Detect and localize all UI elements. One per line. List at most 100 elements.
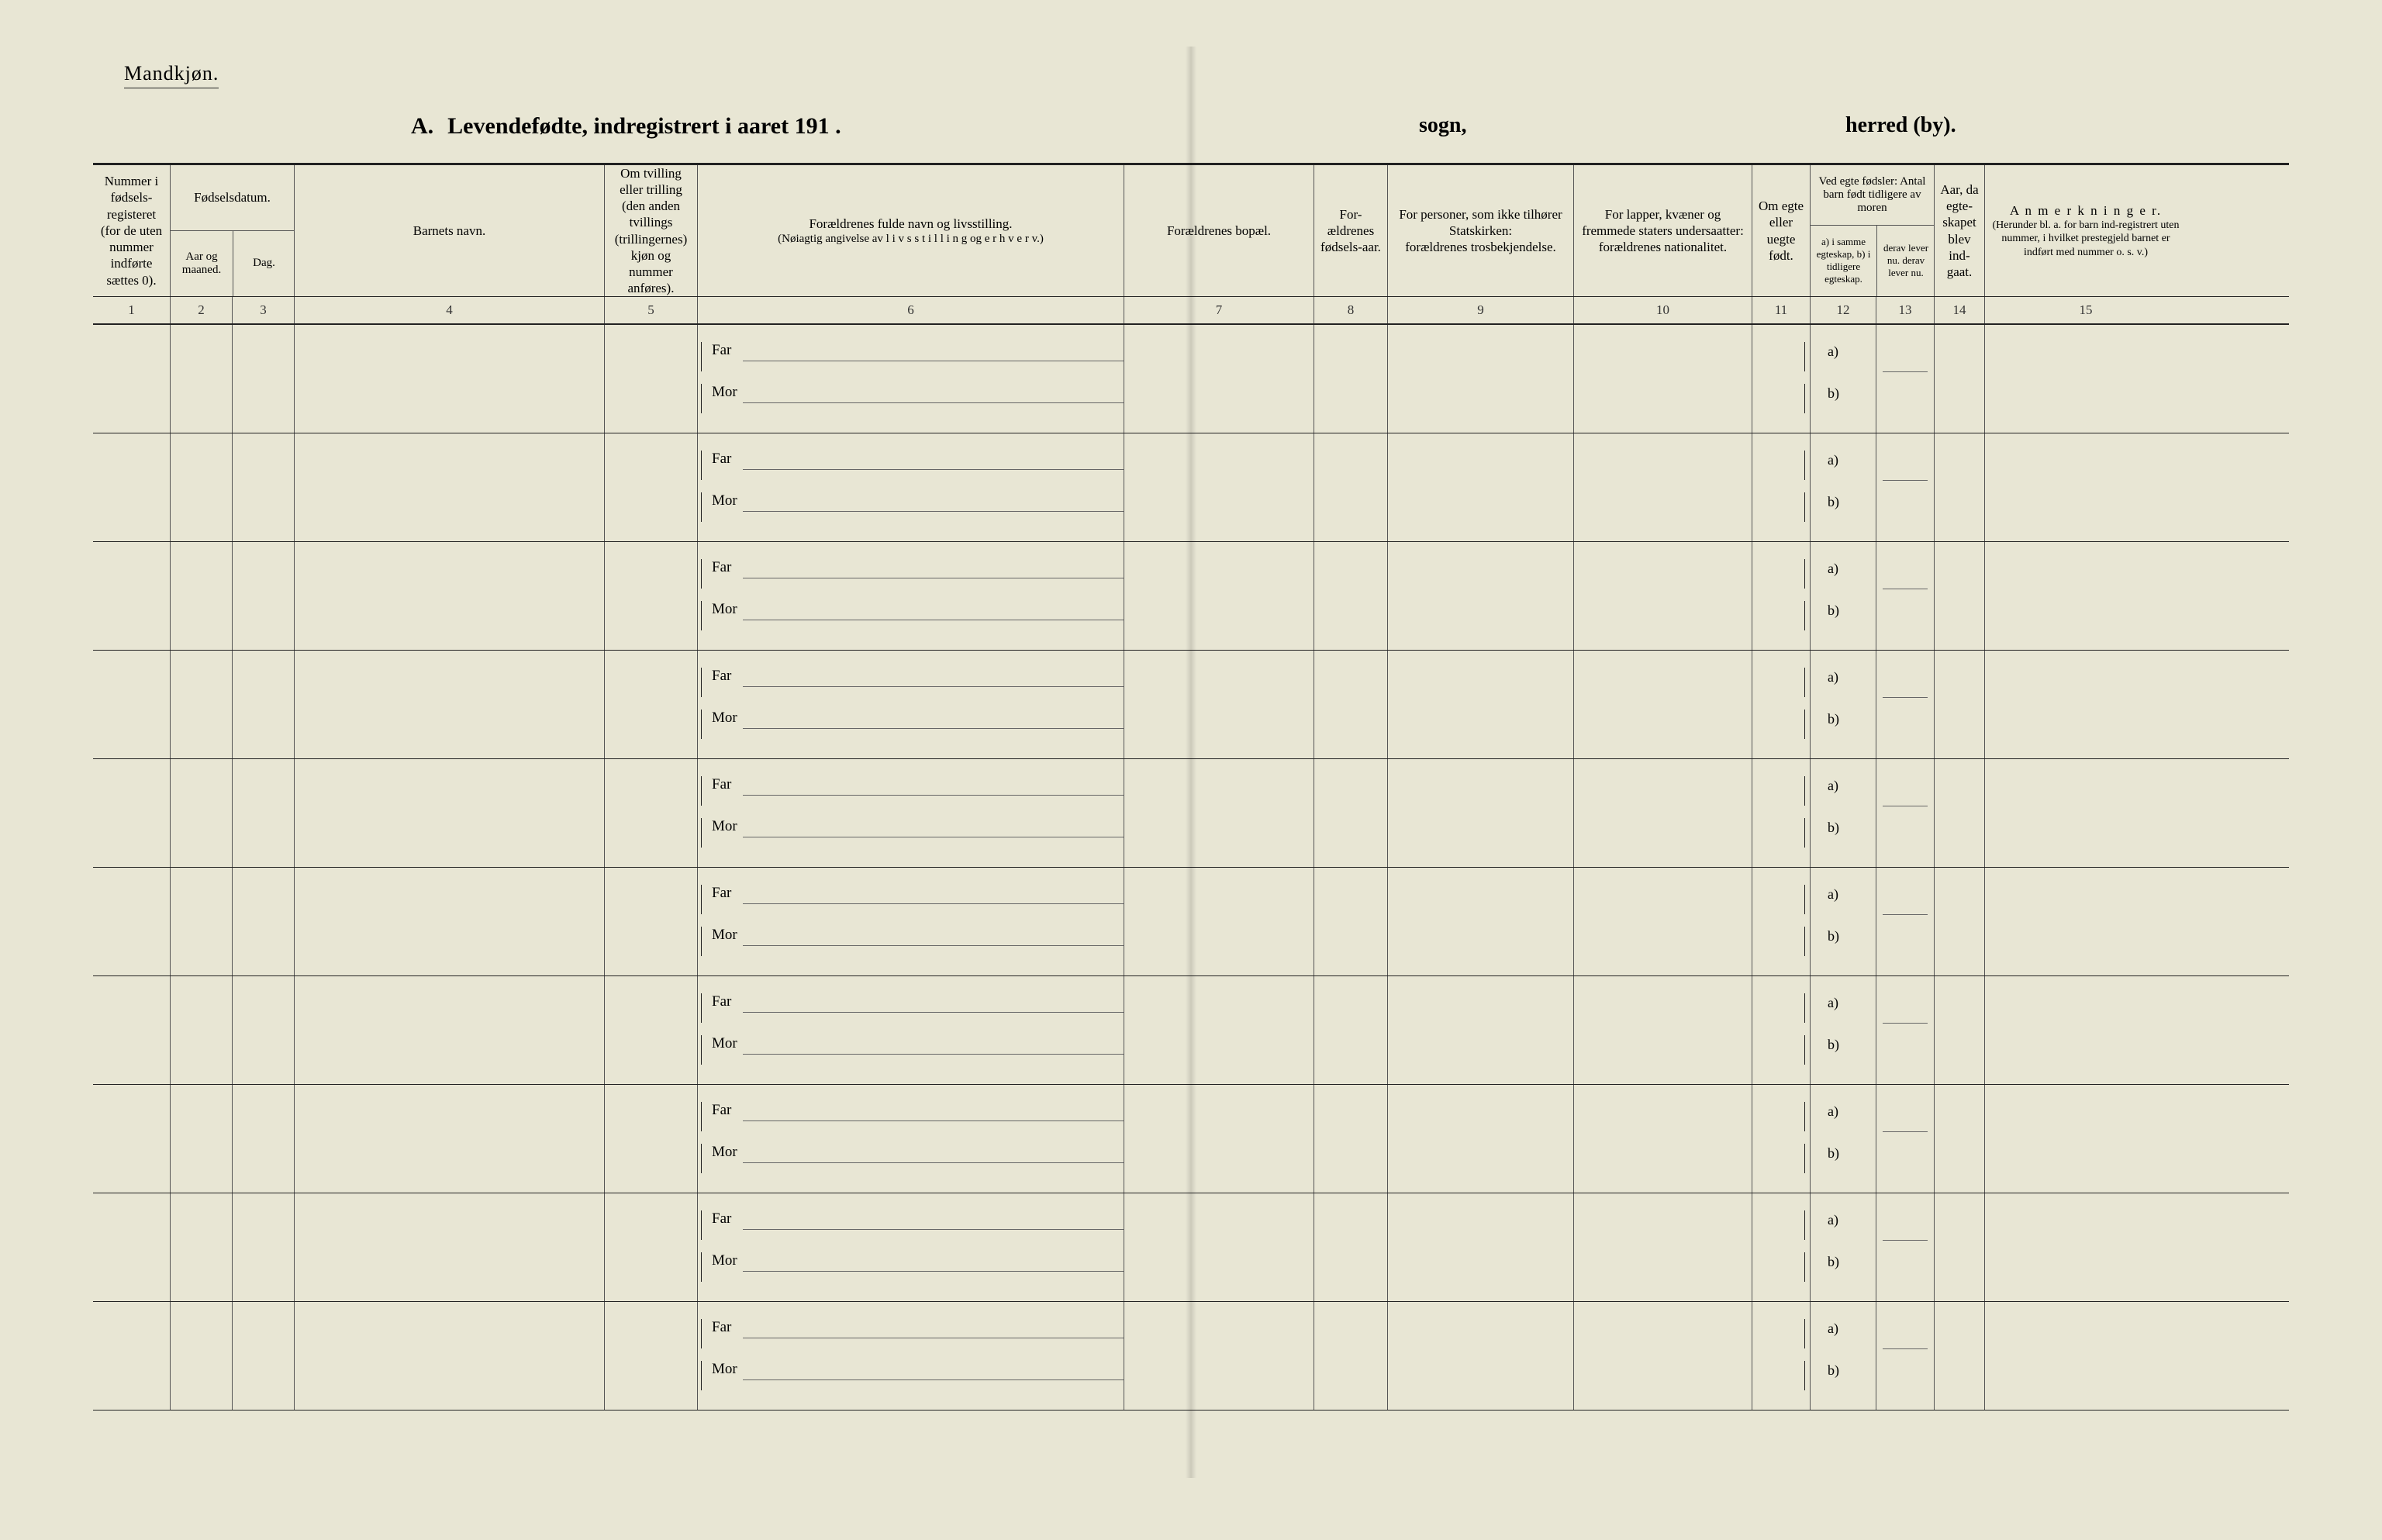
register-page: Mandkjøn. A. Levendefødte, indregistrert… [93,47,2289,1478]
cell-parents: FarMor [698,1085,1124,1193]
cell [1876,542,1935,650]
mor-label: Mor [712,492,737,509]
cell [1124,759,1314,867]
cell [1124,433,1314,541]
cell [1124,542,1314,650]
cell [1314,325,1388,433]
cell [1388,1302,1574,1410]
col3-head: Dag. [233,231,295,297]
col15-head: A n m e r k n i n g e r. (Herunder bl. a… [1985,165,2187,296]
col6-head: Forældrenes fulde navn og livsstilling. … [698,165,1124,296]
a-label: a) [1828,669,1838,685]
far-label: Far [712,1319,731,1336]
cell [1388,759,1574,867]
cell [1876,1085,1935,1193]
cell [171,868,233,975]
b-label: b) [1828,928,1839,944]
col12a-head: a) i samme egteskap, b) i tidligere egte… [1811,226,1876,296]
table-header: Nummer i fødsels-registeret (for de uten… [93,165,2289,297]
cell [1876,433,1935,541]
sogn-label: sogn, [1419,113,1466,138]
cell [1314,1085,1388,1193]
cell [1314,433,1388,541]
cell [1876,976,1935,1084]
cell [605,542,698,650]
cell [171,325,233,433]
column-number-row: 1 2 3 4 5 6 7 8 9 10 11 12 13 14 15 [93,297,2289,325]
mor-label: Mor [712,927,737,944]
col7-head: Forældrenes bopæl. [1124,165,1314,296]
cell-ab: a)b) [1811,542,1876,650]
cell [1752,1302,1811,1410]
cell [1985,976,2187,1084]
far-label: Far [712,1102,731,1119]
col2-head: Aar og maaned. [171,231,233,297]
cell [93,1302,171,1410]
far-label: Far [712,993,731,1010]
colnum: 6 [698,297,1124,323]
colnum: 15 [1985,297,2187,323]
cell [1935,651,1985,758]
cell [93,651,171,758]
cell [1985,325,2187,433]
gender-heading: Mandkjøn. [124,62,219,88]
cell [1752,976,1811,1084]
a-label: a) [1828,344,1838,360]
mor-label: Mor [712,384,737,401]
cell [1752,1193,1811,1301]
mor-label: Mor [712,1035,737,1052]
colnum: 12 [1811,297,1876,323]
cell-ab: a)b) [1811,868,1876,975]
cell [1574,1302,1752,1410]
cell [1935,433,1985,541]
cell [1752,1085,1811,1193]
colnum: 3 [233,297,295,323]
table-row: FarMora)b) [93,542,2289,651]
table-row: FarMora)b) [93,651,2289,759]
cell [1876,1302,1935,1410]
cell [1574,976,1752,1084]
cell [1752,651,1811,758]
far-label: Far [712,342,731,359]
a-label: a) [1828,1103,1838,1120]
cell [605,868,698,975]
table-row: FarMor a) b) [93,1085,2289,1193]
cell [1574,868,1752,975]
cell [233,1085,295,1193]
cell [1124,325,1314,433]
cell [1574,542,1752,650]
cell-ab: a)b) [1811,325,1876,433]
cell [1574,325,1752,433]
cell [1935,976,1985,1084]
colnum: 7 [1124,297,1314,323]
cell [93,759,171,867]
col15-body: (Herunder bl. a. for barn ind-registrert… [1990,219,2182,260]
b-label: b) [1828,1145,1839,1162]
cell [1985,759,2187,867]
col10-a: For lapper, kvæner og fremmede staters u… [1579,206,1747,240]
cell [295,651,605,758]
page-title: Levendefødte, indregistrert i aaret 191 … [447,113,841,140]
cell [605,1193,698,1301]
table-row: FarMora)b) [93,976,2289,1085]
mor-label: Mor [712,601,737,618]
cell [233,1193,295,1301]
cell [171,976,233,1084]
cell [1574,1193,1752,1301]
section-letter: A. [411,113,433,140]
cell [93,868,171,975]
cell [233,542,295,650]
cell [1124,1193,1314,1301]
cell [1935,759,1985,867]
cell [233,759,295,867]
cell [233,868,295,975]
colnum: 10 [1574,297,1752,323]
col6-sub: (Nøiagtig angivelse av l i v s s t i l l… [778,232,1044,247]
col8-head: For-ældrenes fødsels-aar. [1314,165,1388,296]
col9-b: forældrenes trosbekjendelse. [1405,239,1556,255]
cell [1935,868,1985,975]
cell [171,651,233,758]
col9-a: For personer, som ikke tilhører Statskir… [1393,206,1569,240]
cell [295,433,605,541]
b-label: b) [1828,494,1839,510]
